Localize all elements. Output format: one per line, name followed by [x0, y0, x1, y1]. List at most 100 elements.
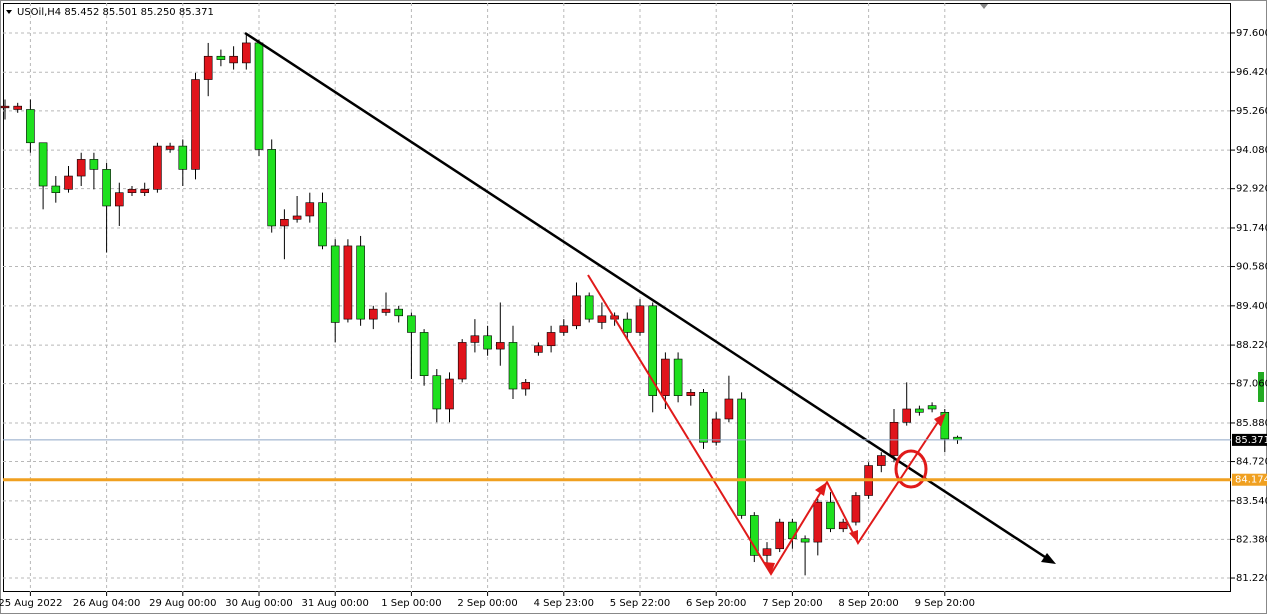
arrow-head — [849, 530, 858, 543]
candle-body — [534, 345, 543, 353]
candle-body — [419, 332, 429, 377]
side-marker — [1258, 372, 1264, 402]
candle-body — [203, 55, 213, 80]
y-tick-label: 95.260 — [1236, 106, 1267, 117]
candle-body — [254, 42, 264, 150]
candle-body — [711, 418, 721, 443]
candle-body — [546, 332, 556, 347]
arrow-head — [1041, 553, 1056, 564]
candle-body — [699, 392, 708, 443]
y-tick-label: 81.220 — [1236, 573, 1267, 584]
candle-body — [318, 202, 327, 247]
candle-body — [927, 405, 937, 410]
menu-triangle — [6, 10, 12, 14]
candle-body — [470, 335, 480, 343]
price-label: 85.371 — [1235, 435, 1267, 446]
candle-body — [343, 245, 353, 320]
x-tick-label: 26 Aug 04:00 — [73, 598, 140, 609]
candle-body — [559, 325, 569, 333]
y-tick-label: 82.380 — [1236, 534, 1267, 545]
x-tick-label: 31 Aug 00:00 — [301, 598, 368, 609]
x-tick-label: 8 Sep 20:00 — [838, 598, 898, 609]
x-tick-label: 30 Aug 00:00 — [225, 598, 292, 609]
candle-body — [89, 159, 99, 170]
candle-body — [686, 392, 696, 396]
candle-body — [889, 421, 899, 456]
candle-body — [38, 142, 48, 187]
candle-body — [737, 398, 746, 516]
candle-body — [368, 308, 378, 320]
y-tick-label: 85.880 — [1236, 418, 1267, 429]
y-tick-label: 96.420 — [1236, 67, 1267, 78]
x-tick-label: 25 Aug 2022 — [0, 598, 62, 609]
candle-body — [521, 382, 531, 390]
candle-body — [356, 245, 365, 320]
candle-body — [597, 315, 607, 323]
y-tick-label: 87.060 — [1236, 379, 1267, 390]
candle-body — [432, 375, 442, 410]
candle-body — [127, 189, 137, 193]
arrow-head — [815, 482, 827, 496]
candle-body — [508, 342, 518, 390]
y-tick-label: 97.600 — [1236, 28, 1267, 39]
x-tick-label: 7 Sep 20:00 — [762, 598, 822, 609]
y-tick-label: 88.220 — [1236, 340, 1267, 351]
candle-body — [0, 105, 10, 109]
level-label: 84.174 — [1235, 475, 1267, 486]
arrow-head — [764, 562, 775, 574]
candle-body — [26, 109, 35, 144]
candle-body — [584, 295, 594, 320]
y-tick-label: 89.400 — [1236, 301, 1267, 312]
x-tick-label: 4 Sep 23:00 — [534, 598, 594, 609]
candle-body — [800, 538, 810, 543]
candle-body — [788, 521, 797, 540]
chart-title: USOil,H4 85.452 85.501 85.250 85.371 — [17, 7, 214, 18]
plot-border — [3, 3, 1231, 592]
candle-body — [242, 42, 251, 64]
candle-body — [381, 308, 391, 313]
candle-body — [826, 501, 835, 530]
candle-body — [648, 305, 658, 396]
candle-body — [915, 408, 924, 413]
annotations — [244, 4, 1264, 576]
candle-body — [330, 245, 340, 323]
candle-body — [851, 495, 861, 523]
y-tick-label: 94.080 — [1236, 145, 1267, 156]
candle-body — [483, 335, 492, 350]
candle-body — [165, 145, 175, 150]
trend-line — [244, 31, 1049, 561]
candle-body — [635, 305, 645, 333]
candle-body — [115, 192, 124, 207]
price-tag — [1232, 433, 1267, 446]
scroll-marker — [980, 4, 988, 9]
candle-body — [267, 149, 277, 227]
candle-body — [305, 202, 315, 217]
candle-body — [13, 105, 22, 110]
arrow-head — [934, 413, 946, 427]
candle-body — [445, 378, 454, 410]
level-tag — [1232, 473, 1267, 486]
candle-body — [457, 342, 467, 380]
candle-body — [216, 55, 226, 60]
candle-body — [838, 521, 848, 530]
y-tick-label: 91.740 — [1236, 223, 1267, 234]
candle-body — [902, 408, 912, 423]
candle-body — [876, 455, 886, 466]
x-tick-label: 2 Sep 00:00 — [457, 598, 517, 609]
candle-body — [102, 169, 111, 207]
candle-body — [724, 398, 734, 420]
candles — [0, 32, 962, 576]
y-tick-label: 90.580 — [1236, 262, 1267, 273]
candle-body — [495, 342, 505, 350]
candle-body — [178, 145, 188, 170]
y-tick-label: 92.920 — [1236, 184, 1267, 195]
candle-body — [191, 79, 200, 170]
x-tick-label: 5 Sep 22:00 — [610, 598, 670, 609]
candle-body — [394, 308, 404, 317]
candle-body — [76, 159, 86, 177]
candle-body — [762, 548, 772, 556]
candle-body — [622, 318, 632, 333]
candle-body — [572, 295, 581, 327]
